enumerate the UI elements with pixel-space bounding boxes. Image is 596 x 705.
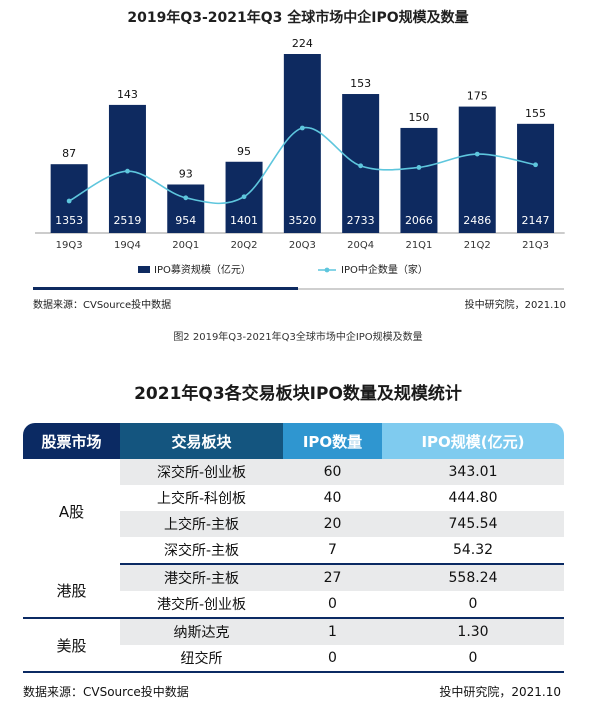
header-count: IPO数量 [283,423,382,459]
legend-line-marker [324,267,330,273]
ipo-table: 股票市场 交易板块 IPO数量 IPO规模(亿元) A股 深交所-创业板 60 … [23,423,564,673]
line-point [299,125,305,131]
scale-cell: 745.54 [382,511,564,537]
table-source: 数据来源：CVSource投中数据 [23,685,189,699]
line-point [125,168,130,174]
x-tick-label: 21Q3 [522,240,549,251]
scale-cell: 343.01 [382,459,564,485]
bar-value-label: 1401 [230,214,258,227]
bar-value-label: 2519 [113,214,141,227]
count-value-label: 143 [117,88,138,101]
count-cell: 60 [283,459,382,485]
count-value-label: 150 [408,111,429,124]
bar-value-label: 1353 [55,214,83,227]
line-point [183,195,189,201]
market-cell: 港股 [23,564,120,619]
count-cell: 20 [283,511,382,537]
market-cell: 美股 [23,618,120,673]
table-row: 美股 纳斯达克 1 1.30 [23,618,564,673]
board-cell: 上交所-科创板 [156,491,247,507]
board-cell: 深交所-创业板 [120,459,283,485]
x-tick-label: 19Q4 [114,240,141,251]
table-header-row: 股票市场 交易板块 IPO数量 IPO规模(亿元) [23,423,564,459]
header-scale: IPO规模(亿元) [382,423,564,459]
chart-divider-dark [33,287,298,290]
table-row: 纽交所 0 0 [23,645,564,673]
header-market: 股票市场 [23,423,120,459]
table-row: 上交所-科创板 40 444.80 [23,485,564,511]
table-row: 上交所-主板 20 745.54 [23,511,564,537]
table-row: A股 深交所-创业板 60 343.01 [23,459,564,521]
market-cell: A股 [58,503,85,521]
table-row: 港股 港交所-主板 27 558.24 [23,564,564,619]
chart-divider-light [298,288,564,290]
x-tick-label: 20Q2 [231,240,258,251]
count-value-label: 87 [62,147,76,160]
chart-title: 2019年Q3-2021年Q3 全球市场中企IPO规模及数量 [127,10,469,26]
x-tick-label: 21Q2 [464,240,491,251]
count-cell: 0 [283,591,382,619]
scale-cell: 1.30 [382,618,564,645]
legend-bar-label: IPO募资规模（亿元） [154,263,251,276]
scale-cell: 0 [382,645,564,673]
board-cell: 港交所-主板 [120,564,283,591]
x-tick-label: 20Q1 [172,240,199,251]
bar-value-label: 2733 [347,214,375,227]
count-value-label: 93 [179,167,193,180]
count-cell: 1 [283,618,382,645]
count-cell: 40 [323,490,342,506]
count-cell: 0 [283,645,382,673]
count-value-label: 95 [237,145,251,158]
table-row: 深交所-主板 7 54.32 [23,537,564,565]
bar [400,127,438,233]
table-row: 港交所-创业板 0 0 [23,591,564,619]
x-tick-label: 20Q4 [347,240,374,251]
bar-value-label: 2147 [522,214,550,227]
table-credit: 投中研究院，2021.10 [439,685,561,699]
scale-cell: 54.32 [382,537,564,565]
x-tick-label: 21Q1 [405,240,432,251]
x-tick-label: 19Q3 [56,240,83,251]
line-point [474,151,480,157]
chart-source: 数据来源：CVSource投中数据 [33,300,172,311]
board-cell: 纳斯达克 [120,618,283,645]
count-value-label: 175 [467,90,488,103]
count-value-label: 224 [292,37,313,50]
count-value-label: 153 [350,77,371,90]
bar [50,164,88,233]
count-cell: 27 [283,564,382,591]
bar [517,123,555,233]
line-point [66,198,72,204]
bar-value-label: 2066 [405,214,433,227]
chart-credit: 投中研究院，2021.10 [464,300,566,311]
table-title: 2021年Q3各交易板块IPO数量及规模统计 [134,384,462,404]
board-cell: 上交所-主板 [120,511,283,537]
bar-value-label: 3520 [288,214,316,227]
line-point [358,163,364,169]
bar [283,54,321,233]
bar-value-label: 2486 [463,214,491,227]
ipo-chart: 1353 87 19Q3 2519 143 19Q4 954 93 20Q1 1401 95 20Q2… [35,37,565,276]
board-cell: 港交所-创业板 [120,591,283,619]
header-board: 交易板块 [120,423,283,459]
bar [458,106,496,233]
scale-cell: 558.24 [382,564,564,591]
line-point [416,165,422,170]
line-point [241,194,247,200]
board-cell: 纽交所 [120,645,283,673]
bar-value-label: 954 [175,214,196,227]
x-tick-label: 20Q3 [289,240,316,251]
legend-line-label: IPO中企数量（家） [341,263,428,276]
scale-cell: 444.80 [448,490,498,506]
count-cell: 7 [283,537,382,565]
scale-cell: 0 [382,591,564,619]
count-value-label: 155 [525,107,546,120]
board-cell: 深交所-主板 [120,537,283,565]
legend-bar-swatch [138,266,150,273]
figure-caption: 图2 2019年Q3-2021年Q3全球市场中企IPO规模及数量 [173,332,423,343]
line-point [533,162,538,168]
